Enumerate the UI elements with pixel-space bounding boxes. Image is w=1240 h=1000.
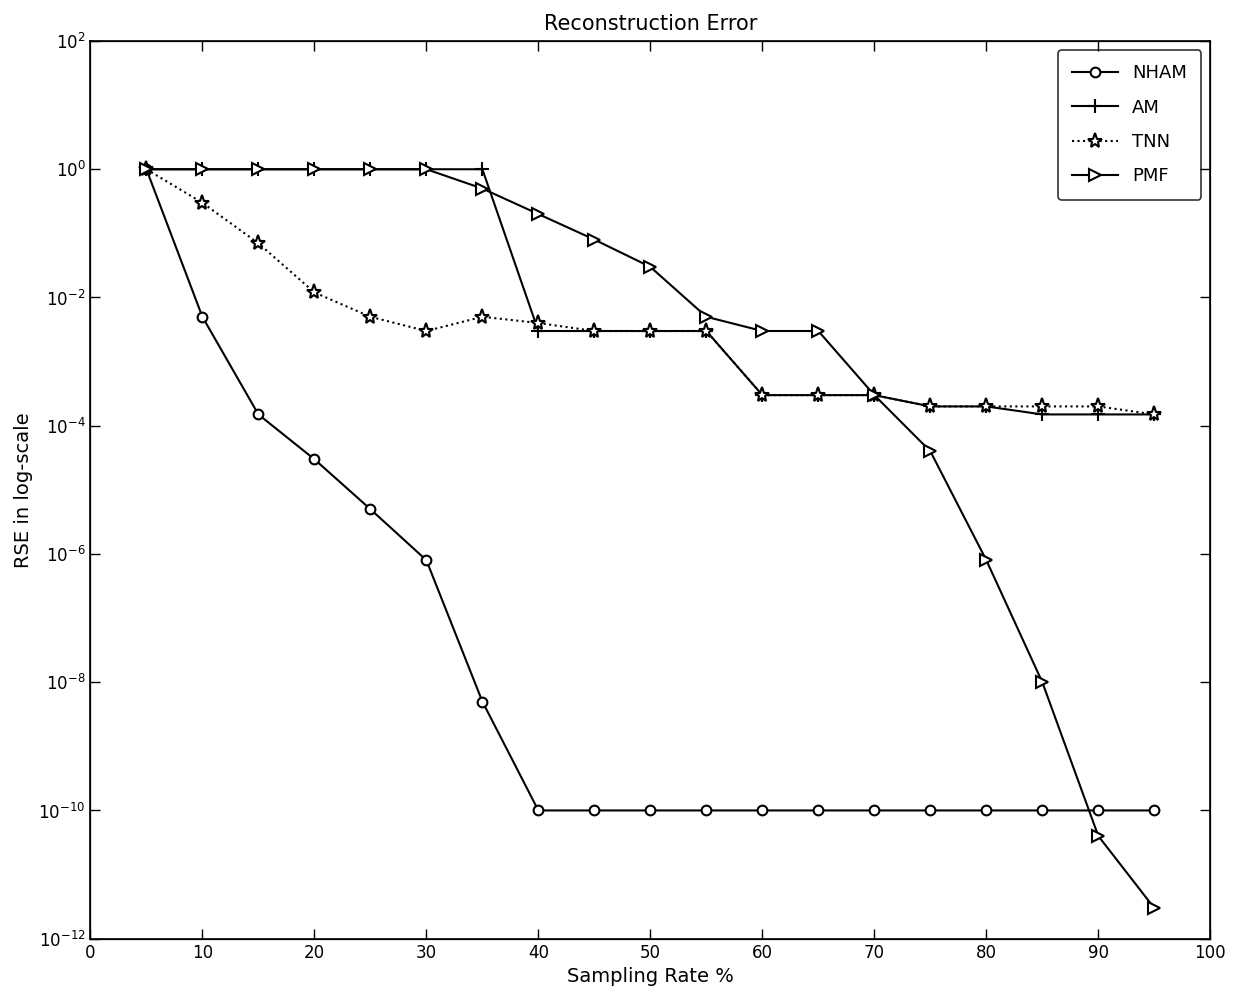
AM	[1147, 408, 1162, 420]
PMF	[811, 325, 826, 337]
PMF	[308, 163, 322, 175]
AM	[250, 163, 265, 175]
NHAM	[531, 804, 546, 816]
AM	[642, 325, 657, 337]
TNN	[250, 237, 265, 249]
NHAM	[923, 804, 937, 816]
AM	[475, 163, 490, 175]
PMF	[642, 261, 657, 273]
NHAM	[419, 554, 434, 566]
TNN	[139, 163, 154, 175]
PMF	[923, 445, 937, 457]
AM	[699, 325, 714, 337]
NHAM	[308, 453, 322, 465]
NHAM	[587, 804, 601, 816]
AM	[363, 163, 378, 175]
PMF	[867, 389, 882, 401]
AM	[755, 389, 770, 401]
NHAM	[1147, 804, 1162, 816]
AM	[1035, 408, 1050, 420]
NHAM	[1035, 804, 1050, 816]
NHAM	[475, 696, 490, 708]
TNN	[363, 311, 378, 323]
PMF	[1147, 902, 1162, 914]
NHAM	[978, 804, 993, 816]
NHAM	[250, 408, 265, 420]
PMF	[587, 234, 601, 246]
Y-axis label: RSE in log-scale: RSE in log-scale	[14, 412, 33, 568]
AM	[867, 389, 882, 401]
AM	[978, 400, 993, 412]
TNN	[867, 389, 882, 401]
PMF	[475, 183, 490, 195]
AM	[419, 163, 434, 175]
TNN	[587, 325, 601, 337]
PMF	[419, 163, 434, 175]
NHAM	[699, 804, 714, 816]
AM	[531, 325, 546, 337]
Line: NHAM: NHAM	[141, 164, 1159, 815]
Line: PMF: PMF	[141, 164, 1159, 914]
PMF	[250, 163, 265, 175]
PMF	[195, 163, 210, 175]
TNN	[531, 317, 546, 329]
AM	[139, 163, 154, 175]
TNN	[699, 325, 714, 337]
TNN	[923, 400, 937, 412]
PMF	[1091, 830, 1106, 842]
PMF	[1035, 676, 1050, 688]
PMF	[363, 163, 378, 175]
AM	[308, 163, 322, 175]
PMF	[699, 311, 714, 323]
NHAM	[195, 311, 210, 323]
Line: TNN: TNN	[139, 162, 1162, 422]
TNN	[1091, 400, 1106, 412]
NHAM	[642, 804, 657, 816]
NHAM	[139, 163, 154, 175]
TNN	[811, 389, 826, 401]
TNN	[419, 325, 434, 337]
TNN	[308, 286, 322, 298]
AM	[1091, 408, 1106, 420]
NHAM	[867, 804, 882, 816]
TNN	[1147, 408, 1162, 420]
PMF	[755, 325, 770, 337]
PMF	[978, 554, 993, 566]
Title: Reconstruction Error: Reconstruction Error	[543, 14, 758, 34]
PMF	[531, 208, 546, 220]
AM	[195, 163, 210, 175]
NHAM	[755, 804, 770, 816]
TNN	[1035, 400, 1050, 412]
Legend: NHAM, AM, TNN, PMF: NHAM, AM, TNN, PMF	[1058, 50, 1202, 200]
PMF	[139, 163, 154, 175]
NHAM	[811, 804, 826, 816]
TNN	[475, 311, 490, 323]
AM	[587, 325, 601, 337]
X-axis label: Sampling Rate %: Sampling Rate %	[567, 967, 734, 986]
TNN	[642, 325, 657, 337]
TNN	[195, 197, 210, 209]
Line: AM: AM	[139, 162, 1161, 421]
NHAM	[363, 503, 378, 515]
AM	[923, 400, 937, 412]
TNN	[755, 389, 770, 401]
AM	[811, 389, 826, 401]
TNN	[978, 400, 993, 412]
NHAM	[1091, 804, 1106, 816]
